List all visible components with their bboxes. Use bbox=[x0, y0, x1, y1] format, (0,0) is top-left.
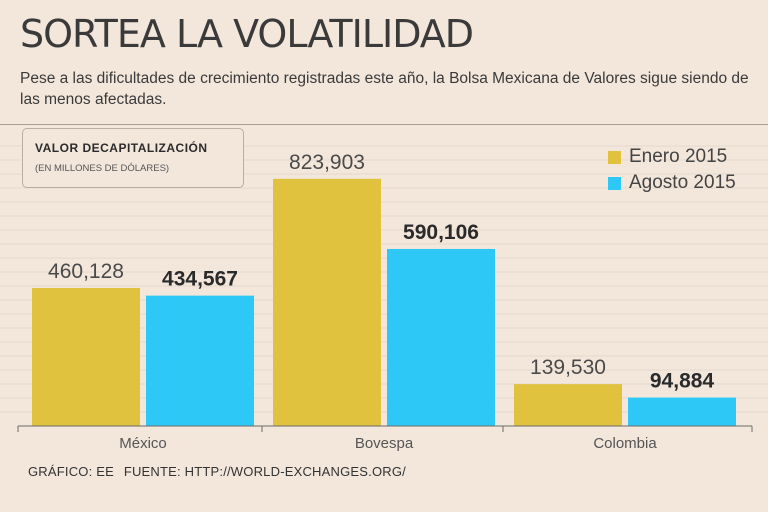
category-label: Bovespa bbox=[355, 435, 414, 452]
bar-0-1 bbox=[273, 178, 381, 426]
data-label: 434,567 bbox=[162, 268, 238, 291]
data-label: 94,884 bbox=[650, 370, 715, 393]
bar-1-0 bbox=[146, 295, 254, 426]
bar-1-2 bbox=[628, 397, 736, 426]
chart-title: SORTEA LA VOLATILIDAD bbox=[20, 12, 474, 56]
source-credit: FUENTE: HTTP://WORLD-EXCHANGES.ORG/ bbox=[123, 464, 406, 479]
legend-swatch-agosto bbox=[608, 176, 621, 190]
data-label: 460,128 bbox=[48, 260, 124, 283]
legend-label-enero: Enero 2015 bbox=[629, 146, 728, 167]
legend-label-agosto: Agosto 2015 bbox=[629, 172, 736, 193]
legend-item-enero: Enero 2015 bbox=[608, 144, 736, 170]
data-label: 823,903 bbox=[289, 151, 365, 174]
metric-units: (EN MILLONES DE DÓLARES) bbox=[35, 163, 170, 174]
series-legend: Enero 2015 Agosto 2015 bbox=[608, 144, 736, 196]
footer-credits: GRÁFICO: EE FUENTE: HTTP://WORLD-EXCHANG… bbox=[28, 464, 412, 479]
bar-chart-svg: 460,128 434,567 México 823,903 590,106 Bovesp… bbox=[0, 124, 768, 452]
bar-chart: 460,128 434,567 México 823,903 590,106 Bovesp… bbox=[0, 124, 768, 464]
bar-0-0 bbox=[32, 287, 140, 426]
category-label: México bbox=[119, 435, 167, 452]
bar-1-1 bbox=[387, 248, 495, 426]
graphic-credit: GRÁFICO: EE bbox=[28, 464, 114, 479]
metric-title: VALOR DECAPITALIZACIÓN bbox=[35, 141, 208, 155]
chart-subtitle: Pese a las dificultades de crecimiento r… bbox=[20, 70, 749, 108]
bar-0-2 bbox=[514, 384, 622, 426]
category-label: Colombia bbox=[593, 435, 657, 452]
chart-info-box: VALOR DECAPITALIZACIÓN (EN MILLONES DE D… bbox=[22, 128, 244, 188]
legend-item-agosto: Agosto 2015 bbox=[608, 170, 736, 196]
legend-swatch-enero bbox=[608, 150, 621, 164]
data-label: 139,530 bbox=[530, 356, 606, 379]
data-label: 590,106 bbox=[403, 221, 479, 244]
